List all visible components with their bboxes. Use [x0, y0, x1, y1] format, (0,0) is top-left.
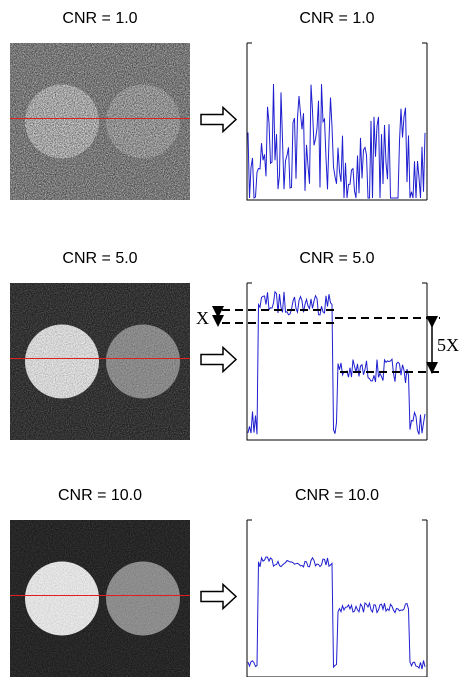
profile-label: CNR = 5.0 — [299, 250, 374, 267]
small-step-label: X — [196, 308, 209, 328]
profile-curve — [247, 556, 426, 670]
image-label: CNR = 10.0 — [58, 487, 142, 504]
noise — [10, 520, 190, 677]
large-step-label: 5X — [437, 335, 459, 355]
profile-curve — [247, 83, 426, 199]
image-label: CNR = 1.0 — [62, 10, 137, 27]
profile-frame — [246, 43, 428, 201]
profile-frame — [246, 520, 428, 677]
profile-label: CNR = 10.0 — [295, 487, 379, 504]
profile-curve — [247, 290, 426, 435]
arrow — [200, 582, 238, 611]
profile-label: CNR = 1.0 — [299, 10, 374, 27]
noise — [10, 283, 190, 440]
noise — [10, 43, 190, 200]
arrow — [200, 345, 238, 374]
arrow — [200, 105, 238, 134]
step-annotation — [222, 309, 440, 373]
image-label: CNR = 5.0 — [62, 250, 137, 267]
